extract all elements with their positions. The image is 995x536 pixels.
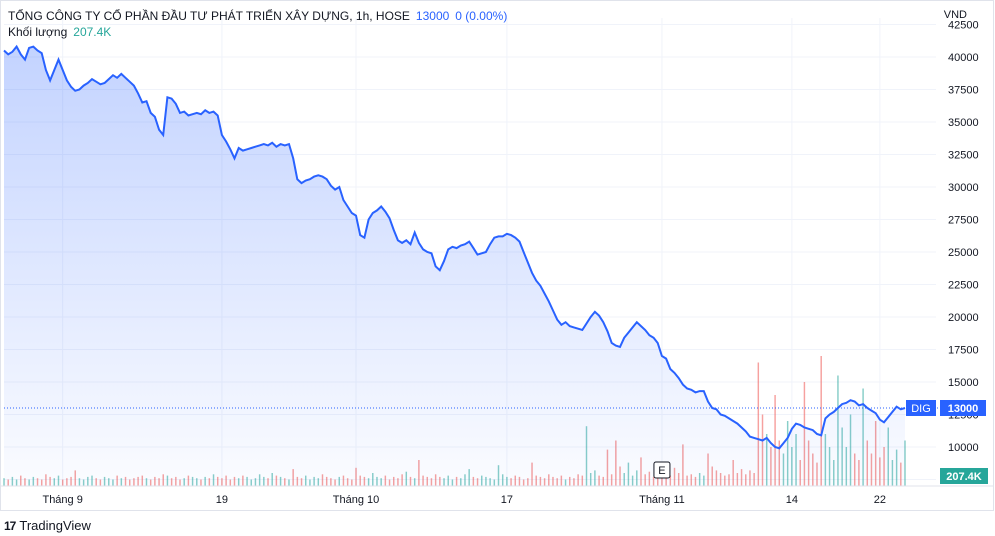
axis-price-labels: DIG 13000 207.4K	[906, 400, 988, 484]
y-tick-label: 32500	[948, 150, 979, 162]
x-tick-label: Tháng 9	[42, 494, 82, 506]
y-tick-label: 10000	[948, 442, 979, 454]
x-tick-label: 14	[786, 494, 798, 506]
earnings-event-marker[interactable]: E	[653, 461, 671, 479]
volume-value: 207.4K	[73, 25, 112, 39]
volume-bar	[774, 395, 776, 486]
tradingview-footer[interactable]: 17 TradingView	[4, 518, 91, 533]
price-line	[3, 44, 906, 450]
currency-label: VND	[943, 9, 967, 21]
chart-frame	[0, 0, 994, 511]
volume-bar	[820, 356, 822, 486]
y-tick-label: 22500	[948, 280, 979, 292]
last-price: 13000	[415, 9, 450, 23]
price-area-fill	[4, 46, 905, 486]
volume-tag: 207.4K	[946, 471, 982, 483]
x-tick-label: Tháng 10	[333, 494, 379, 506]
volume-label: Khối lượng	[8, 25, 68, 39]
symbol-tag-bg	[906, 400, 936, 416]
volume-tag-bg	[940, 468, 988, 484]
event-box	[653, 461, 671, 479]
chart-legend: TỔNG CÔNG TY CỔ PHẦN ĐẦU TƯ PHÁT TRIỂN X…	[8, 8, 507, 40]
event-label: E	[658, 465, 665, 477]
y-tick-label: 30000	[948, 182, 979, 194]
y-tick-label: 27500	[948, 215, 979, 227]
y-tick-label: 40000	[948, 52, 979, 64]
brand-name: TradingView	[19, 518, 91, 533]
symbol-tag: DIG	[911, 403, 931, 415]
y-tick-label: 37500	[948, 85, 979, 97]
tradingview-logo-icon: 17	[4, 518, 16, 533]
y-tick-label: 20000	[948, 312, 979, 324]
last-price-tag: 13000	[948, 403, 979, 415]
price-change: 0 (0.00%)	[455, 9, 508, 23]
y-tick-label: 25000	[948, 247, 979, 259]
y-tick-label: 17500	[948, 345, 979, 357]
x-tick-label: 22	[874, 494, 886, 506]
grid-lines	[4, 18, 936, 486]
y-tick-label: 42500	[948, 20, 979, 32]
x-tick-label: 17	[501, 494, 513, 506]
last-price-tag-bg	[940, 400, 986, 416]
symbol-title: TỔNG CÔNG TY CỔ PHẦN ĐẦU TƯ PHÁT TRIỂN X…	[8, 9, 410, 23]
y-tick-label: 15000	[948, 377, 979, 389]
y-axis: 7500100001250015000175002000022500250002…	[948, 20, 979, 487]
x-tick-label: 19	[216, 494, 228, 506]
x-axis: Tháng 9 19 Tháng 10 17 Tháng 11 14 22	[0, 485, 994, 506]
y-tick-label: 35000	[948, 117, 979, 129]
volume-bar	[757, 362, 760, 486]
event-markers[interactable]: E	[653, 461, 671, 479]
x-tick-label: Tháng 11	[639, 494, 685, 506]
